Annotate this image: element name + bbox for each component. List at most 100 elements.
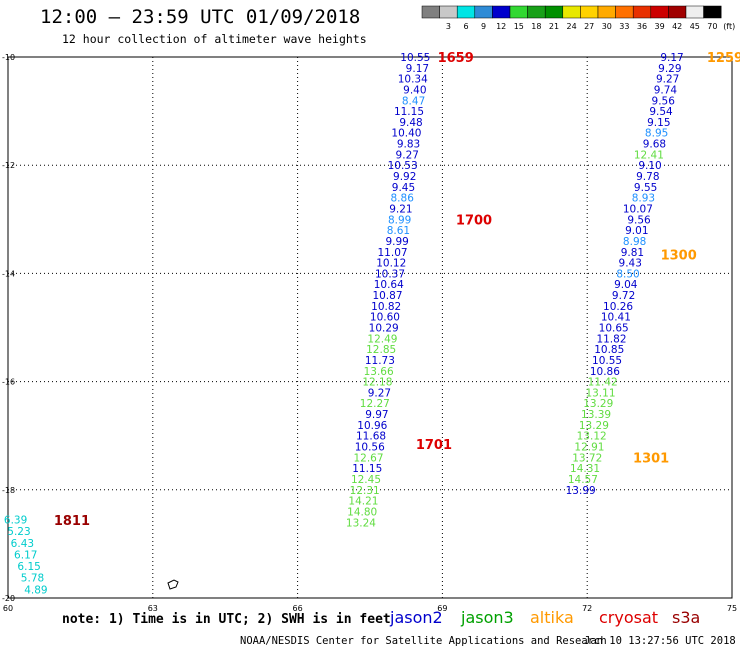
wave-height-label: 13.12 xyxy=(577,431,607,443)
wave-height-label: 11.15 xyxy=(394,106,424,118)
legend-bin-label: 24 xyxy=(567,22,577,31)
wave-height-label: 10.96 xyxy=(357,420,387,432)
legend-bin-label: 70 xyxy=(707,22,717,31)
footer-timestamp: Jan 10 13:27:56 UTC 2018 xyxy=(584,635,736,647)
wave-height-label: 13.24 xyxy=(346,517,376,529)
satellite-s3a: s3a xyxy=(672,608,701,627)
wave-height-label: 10.86 xyxy=(590,366,620,378)
wave-height-label: 9.17 xyxy=(660,52,683,64)
legend-swatch xyxy=(632,5,652,19)
legend-bin-label: 18 xyxy=(531,22,541,31)
legend-bin-label: 36 xyxy=(637,22,647,31)
wave-height-label: 10.07 xyxy=(623,203,653,215)
wave-height-label: 9.29 xyxy=(658,63,681,75)
wave-height-label: 10.65 xyxy=(599,323,629,335)
y-tick-label: -12 xyxy=(2,161,15,170)
wave-height-label: 10.64 xyxy=(374,279,404,291)
wave-height-label: 13.29 xyxy=(579,420,609,432)
track-time-label: 1700 xyxy=(456,213,492,228)
wave-height-label: 9.78 xyxy=(636,171,659,183)
wave-height-label: 12.27 xyxy=(360,398,390,410)
legend-swatch xyxy=(685,5,704,19)
island-shape xyxy=(167,579,179,590)
wave-height-label: 9.72 xyxy=(612,290,635,302)
wave-height-label: 14.80 xyxy=(347,506,377,518)
wave-height-label: 8.95 xyxy=(645,128,668,140)
wave-height-label: 5.23 xyxy=(7,526,30,538)
legend-bin-label: 45 xyxy=(690,22,700,31)
wave-height-label: 9.43 xyxy=(619,258,642,270)
legend-swatch xyxy=(439,5,458,19)
wave-height-label: 6.39 xyxy=(4,515,27,527)
x-tick-label: 60 xyxy=(3,604,13,613)
wave-height-label: 12.85 xyxy=(366,344,396,356)
wave-height-label: 12.31 xyxy=(350,485,380,497)
wave-height-label: 9.81 xyxy=(621,247,644,259)
x-tick-label: 66 xyxy=(293,604,303,613)
satellite-jason3: jason3 xyxy=(461,608,514,627)
track-time-label: 1301 xyxy=(633,451,669,466)
track-time-label: 1701 xyxy=(416,438,452,453)
wave-height-label: 10.29 xyxy=(369,323,399,335)
wave-height-label: 9.97 xyxy=(365,409,388,421)
wave-height-label: 13.72 xyxy=(572,452,602,464)
wave-height-label: 9.21 xyxy=(389,203,412,215)
x-tick-label: 75 xyxy=(727,604,737,613)
wave-height-label: 9.56 xyxy=(627,214,651,226)
wave-height-label: 12.91 xyxy=(574,442,604,454)
legend-bin-label: 42 xyxy=(672,22,682,31)
wave-height-label: 10.40 xyxy=(391,128,421,140)
wave-height-label: 8.99 xyxy=(388,214,411,226)
legend-swatch xyxy=(668,5,687,19)
y-tick-label: -18 xyxy=(2,486,15,495)
page-title: 12:00 – 23:59 UTC 01/09/2018 xyxy=(40,6,361,28)
wave-height-label: 8.50 xyxy=(616,268,639,280)
page-subtitle: 12 hour collection of altimeter wave hei… xyxy=(62,32,367,46)
wave-height-label: 10.41 xyxy=(601,312,631,324)
x-tick-label: 69 xyxy=(437,604,447,613)
satellite-jason2: jason2 xyxy=(390,608,443,627)
wave-height-label: 9.40 xyxy=(403,84,426,96)
wave-height-label: 9.45 xyxy=(392,182,415,194)
wave-height-label: 10.85 xyxy=(594,344,624,356)
legend-swatch xyxy=(562,5,581,19)
x-tick-label: 72 xyxy=(582,604,592,613)
wave-height-label: 8.93 xyxy=(632,193,655,205)
wave-height-label: 13.66 xyxy=(364,366,394,378)
legend-swatch xyxy=(527,5,546,19)
wave-height-label: 11.73 xyxy=(365,355,395,367)
legend-swatch xyxy=(650,5,669,19)
track-time-label: 1300 xyxy=(661,248,697,263)
wave-height-label: 8.98 xyxy=(623,236,646,248)
legend-swatch xyxy=(544,5,564,19)
wave-height-label: 11.68 xyxy=(356,431,386,443)
plot-frame xyxy=(7,56,733,599)
wave-height-label: 9.10 xyxy=(638,160,661,172)
legend-swatch xyxy=(421,5,440,19)
legend-bin-label: 39 xyxy=(655,22,665,31)
wave-height-label: 14.57 xyxy=(568,474,598,486)
legend-swatch xyxy=(580,5,599,19)
wave-height-label: 8.61 xyxy=(387,225,410,237)
y-tick-label: -16 xyxy=(2,378,15,387)
satellite-cryosat: cryosat xyxy=(599,608,659,627)
wave-height-label: 9.27 xyxy=(656,74,679,86)
wave-height-label: 9.54 xyxy=(649,106,673,118)
y-tick-label: -14 xyxy=(2,269,15,278)
track-time-label: 1259 xyxy=(707,51,740,66)
legend-swatch xyxy=(703,5,722,19)
legend-swatch xyxy=(456,5,476,19)
wave-height-label: 10.12 xyxy=(376,258,406,270)
wave-height-label: 6.43 xyxy=(11,538,34,550)
wave-height-label: 9.17 xyxy=(406,63,429,75)
wave-height-label: 4.89 xyxy=(24,584,47,596)
footer-note: note: 1) Time is in UTC; 2) SWH is in fe… xyxy=(62,612,391,627)
wave-height-label: 8.86 xyxy=(391,193,415,205)
legend-swatch xyxy=(492,5,511,19)
wave-height-label: 9.04 xyxy=(614,279,638,291)
wave-height-label: 8.47 xyxy=(402,95,425,107)
wave-height-label: 11.07 xyxy=(378,247,408,259)
wave-height-label: 10.53 xyxy=(388,160,418,172)
y-tick-label: -20 xyxy=(2,594,15,603)
